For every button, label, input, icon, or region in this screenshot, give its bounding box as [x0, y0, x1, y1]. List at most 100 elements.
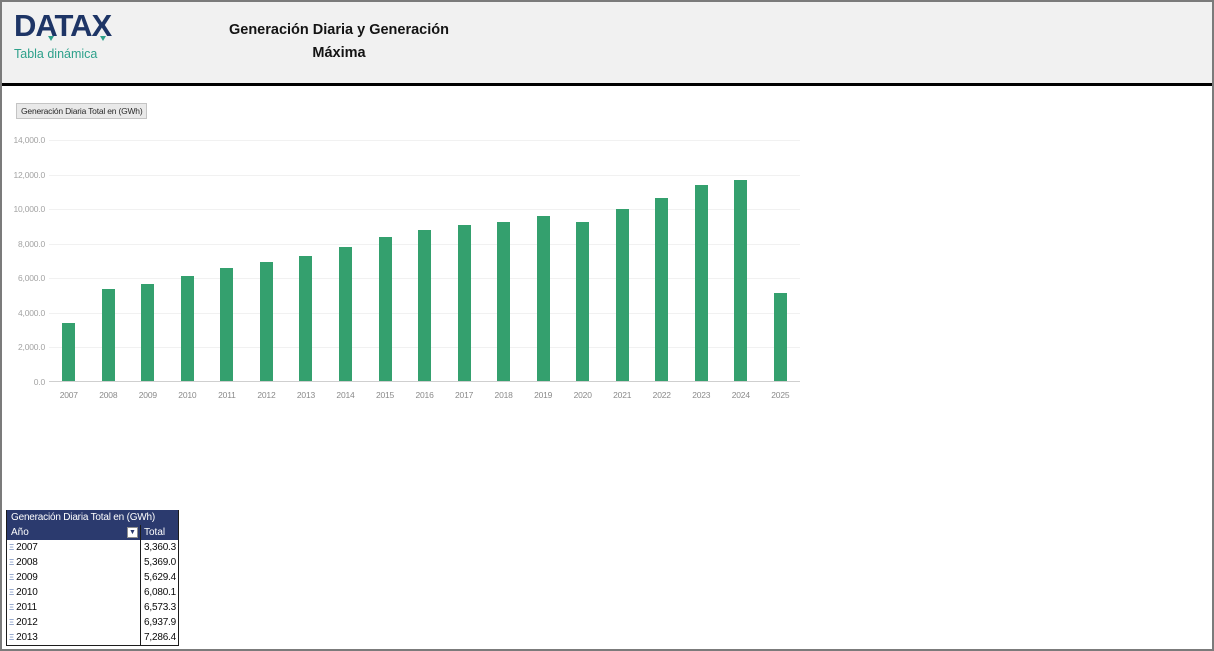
x-axis-line	[49, 381, 800, 382]
x-tick-label: 2008	[99, 390, 118, 400]
report-header: DATAX Tabla dinámica Generación Diaria y…	[2, 2, 1212, 86]
bar-2022[interactable]	[655, 197, 669, 381]
pivot-table-header-row: Año ▼ Total	[7, 525, 178, 540]
bar-2013[interactable]	[299, 255, 313, 381]
sheet-body: Generación Diaria Total en (GWh) 0.0 2,00…	[2, 89, 1212, 649]
bar-2017[interactable]	[457, 225, 471, 381]
gridline	[49, 140, 800, 141]
x-tick-label: 2024	[731, 390, 750, 400]
bar-2021[interactable]	[615, 208, 629, 381]
bar-slot	[523, 140, 563, 381]
bar-slot	[207, 140, 247, 381]
x-tick-label: 2015	[375, 390, 395, 400]
table-row: Ξ 2008 5,369.0	[7, 555, 178, 570]
pivot-row-header-cell: Año ▼	[7, 525, 141, 540]
bar-slot	[602, 140, 642, 381]
row-label-cell: Ξ 2010	[7, 585, 141, 600]
row-total-value: 5,369.0	[144, 557, 176, 568]
y-tick-label: 6,000.0	[18, 273, 45, 284]
row-total-value: 6,080.1	[144, 587, 176, 598]
x-tick-label: 2016	[415, 390, 434, 400]
x-axis-labels: 2007 2008 2009 2010 2011 2012 2013 2014 2015 2016…	[49, 390, 800, 400]
bar-series	[49, 140, 800, 381]
datax-logo: DATAX Tabla dinámica	[14, 8, 154, 62]
row-label-cell: Ξ 2008	[7, 555, 141, 570]
x-tick-label: 2010	[178, 390, 197, 400]
expand-collapse-icon[interactable]: Ξ	[9, 557, 15, 567]
row-label-cell: Ξ 2012	[7, 615, 141, 630]
x-tick-label: 2012	[257, 390, 276, 400]
table-row: Ξ 2013 7,286.4	[7, 630, 178, 645]
filter-dropdown-icon[interactable]: ▼	[127, 527, 138, 538]
plot-area[interactable]	[49, 140, 800, 382]
bar-2014[interactable]	[338, 246, 352, 381]
bar-2012[interactable]	[259, 261, 273, 381]
bar-slot	[286, 140, 326, 381]
row-year-label: 2010	[16, 587, 38, 598]
row-label-cell: Ξ 2009	[7, 570, 141, 585]
bar-2011[interactable]	[220, 267, 234, 381]
bar-slot	[642, 140, 682, 381]
row-year-label: 2013	[16, 632, 38, 643]
datax-logo-text: DATAX	[14, 8, 112, 43]
row-total-value: 6,937.9	[144, 617, 176, 628]
y-tick-label: 0.0	[33, 377, 45, 387]
bar-slot	[761, 140, 801, 381]
bar-2008[interactable]	[101, 288, 115, 381]
expand-collapse-icon[interactable]: Ξ	[9, 542, 15, 552]
bar-2023[interactable]	[694, 185, 708, 381]
bar-slot	[49, 140, 89, 381]
bar-2019[interactable]	[536, 215, 550, 381]
table-row: Ξ 2012 6,937.9	[7, 615, 178, 630]
bar-2024[interactable]	[734, 179, 748, 381]
bar-slot	[484, 140, 524, 381]
bar-slot	[89, 140, 129, 381]
row-label-cell: Ξ 2011	[7, 600, 141, 615]
x-tick-label: 2018	[494, 390, 513, 400]
y-tick-label: 8,000.0	[18, 238, 45, 249]
table-row: Ξ 2010 6,080.1	[7, 585, 178, 600]
x-tick-label: 2013	[296, 390, 315, 400]
row-year-label: 2008	[16, 557, 38, 568]
x-tick-label: 2023	[692, 390, 711, 400]
y-axis-labels: 0.0 2,000.0 4,000.0 6,000.0 8,000.0 10,000.0 1…	[2, 135, 46, 387]
expand-collapse-icon[interactable]: Ξ	[9, 617, 15, 627]
page-title: Generación Diaria y Generación Máxima	[189, 19, 489, 65]
bar-slot	[247, 140, 287, 381]
bar-2009[interactable]	[141, 284, 155, 381]
x-tick-label: 2009	[138, 390, 157, 400]
bar-2020[interactable]	[576, 222, 590, 381]
bar-slot	[128, 140, 168, 381]
bar-2007[interactable]	[62, 323, 76, 381]
table-row: Ξ 2011 6,573.3	[7, 600, 178, 615]
bar-2015[interactable]	[378, 236, 392, 381]
y-tick-label: 14,000.0	[13, 135, 46, 145]
table-row: Ξ 2007 3,360.3	[7, 540, 178, 555]
bar-slot	[682, 140, 722, 381]
bar-2010[interactable]	[180, 276, 194, 381]
x-tick-label: 2007	[59, 390, 78, 400]
x-tick-label: 2022	[652, 390, 671, 400]
row-total-value: 5,629.4	[144, 572, 176, 583]
expand-collapse-icon[interactable]: Ξ	[9, 572, 15, 582]
row-year-label: 2011	[16, 602, 37, 613]
logo-accent-triangle-icon	[100, 36, 106, 41]
expand-collapse-icon[interactable]: Ξ	[9, 632, 15, 642]
expand-collapse-icon[interactable]: Ξ	[9, 587, 15, 597]
bar-slot	[168, 140, 208, 381]
bar-2018[interactable]	[497, 221, 511, 381]
x-tick-label: 2011	[218, 390, 236, 400]
gridline	[49, 209, 800, 211]
expand-collapse-icon[interactable]: Ξ	[9, 602, 15, 612]
bar-2025[interactable]	[773, 293, 787, 381]
logo-subtitle: Tabla dinámica	[14, 47, 98, 61]
row-label-cell: Ξ 2007	[7, 540, 141, 555]
y-tick-label: 12,000.0	[13, 169, 46, 180]
row-total-value: 7,286.4	[144, 632, 176, 643]
row-total-value: 6,573.3	[144, 602, 176, 613]
row-total-value: 3,360.3	[144, 542, 176, 553]
page-title-line1: Generación Diaria y Generación	[228, 22, 449, 38]
bar-2016[interactable]	[418, 230, 432, 381]
x-tick-label: 2020	[573, 390, 592, 400]
